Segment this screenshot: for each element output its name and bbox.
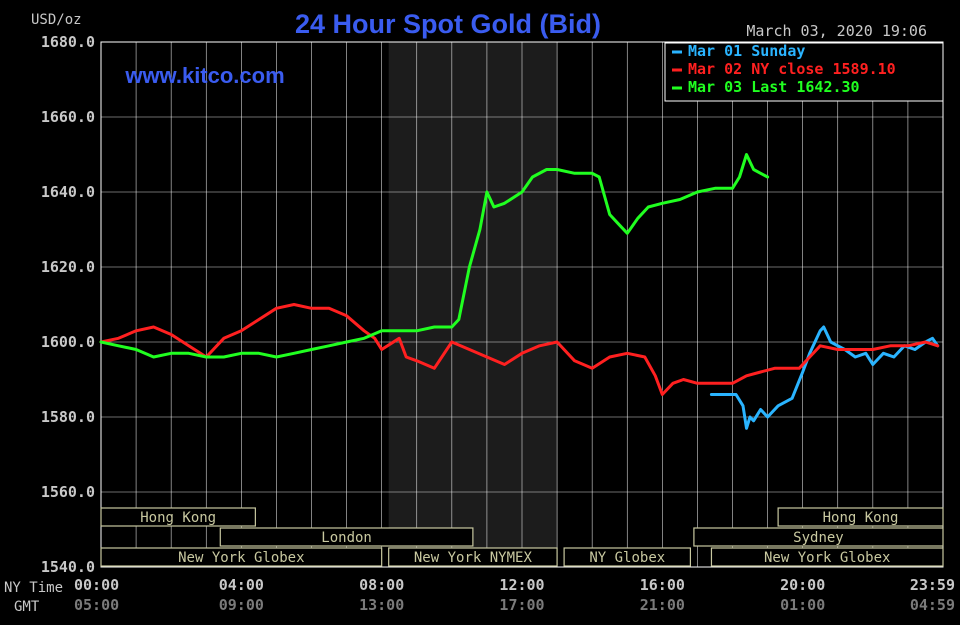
session-label: Hong Kong (823, 510, 899, 526)
series-line-0 (709, 325, 940, 430)
y-tick-label: 1620.0 (41, 258, 95, 276)
x-tick-label-ny: 04:00 (219, 576, 264, 594)
legend-label: Mar 01 Sunday (688, 42, 805, 60)
x-tick-label-gmt: 05:00 (74, 596, 119, 614)
x-tick-label-gmt: 01:00 (780, 596, 825, 614)
axes: 1680.0 1660.0 1640.0 1620.0 1600.0 1580.0 1560… (41, 33, 955, 614)
nymex-shade (388, 42, 558, 567)
legend-label: Mar 03 Last 1642.30 (688, 78, 860, 96)
gmt-label: GMT (14, 599, 40, 615)
x-tick-label-ny: 16:00 (640, 576, 685, 594)
x-tick-label-ny: 20:00 (780, 576, 825, 594)
session-box (100, 547, 383, 567)
session-box (563, 547, 691, 567)
y-tick-label: 1600.0 (41, 333, 95, 351)
session-label: New York NYMEX (414, 550, 533, 566)
y-tick-label: 1560.0 (41, 483, 95, 501)
session-box (777, 507, 944, 527)
y-tick-label: 1640.0 (41, 183, 95, 201)
session-box (100, 507, 256, 527)
price-series (99, 153, 940, 430)
ny-time-label: NY Time (4, 580, 63, 596)
session-label: London (321, 530, 372, 546)
x-tick-label-gmt: 21:00 (640, 596, 685, 614)
session-box (219, 527, 474, 547)
chart-title: 24 Hour Spot Gold (Bid) (295, 9, 601, 39)
series-line-1 (99, 303, 940, 396)
x-tick-label-gmt: 09:00 (219, 596, 264, 614)
legend-box (664, 42, 944, 102)
y-tick-label: 1680.0 (41, 33, 95, 51)
grid (100, 41, 944, 568)
session-label: Sydney (793, 530, 844, 546)
session-label: New York Globex (764, 550, 890, 566)
x-tick-label-gmt: 17:00 (499, 596, 544, 614)
timestamp: March 03, 2020 19:06 (746, 22, 927, 40)
legend-label: Mar 02 NY close 1589.10 (688, 60, 896, 78)
y-axis-unit-label: USD/oz (31, 12, 82, 28)
x-tick-label-ny: 08:00 (359, 576, 404, 594)
x-tick-label-gmt: 13:00 (359, 596, 404, 614)
x-tick-label-ny: 00:00 (74, 576, 119, 594)
session-label: Hong Kong (140, 510, 216, 526)
y-tick-label: 1580.0 (41, 408, 95, 426)
series-line-2 (99, 153, 770, 359)
session-box (710, 547, 944, 567)
x-tick-label-gmt: 04:59 (910, 596, 955, 614)
session-label: New York Globex (178, 550, 304, 566)
x-tick-label-ny: 23:59 (910, 576, 955, 594)
session-box (693, 527, 944, 547)
website-label: www.kitco.com (124, 63, 284, 88)
y-tick-label: 1540.0 (41, 558, 95, 576)
trading-sessions: Hong Kong Hong Kong London Sydney New York G… (100, 507, 944, 567)
session-box (388, 547, 558, 567)
x-tick-label-ny: 12:00 (499, 576, 544, 594)
session-label: NY Globex (589, 550, 665, 566)
y-tick-label: 1660.0 (41, 108, 95, 126)
nymex-shade-band (388, 42, 558, 567)
